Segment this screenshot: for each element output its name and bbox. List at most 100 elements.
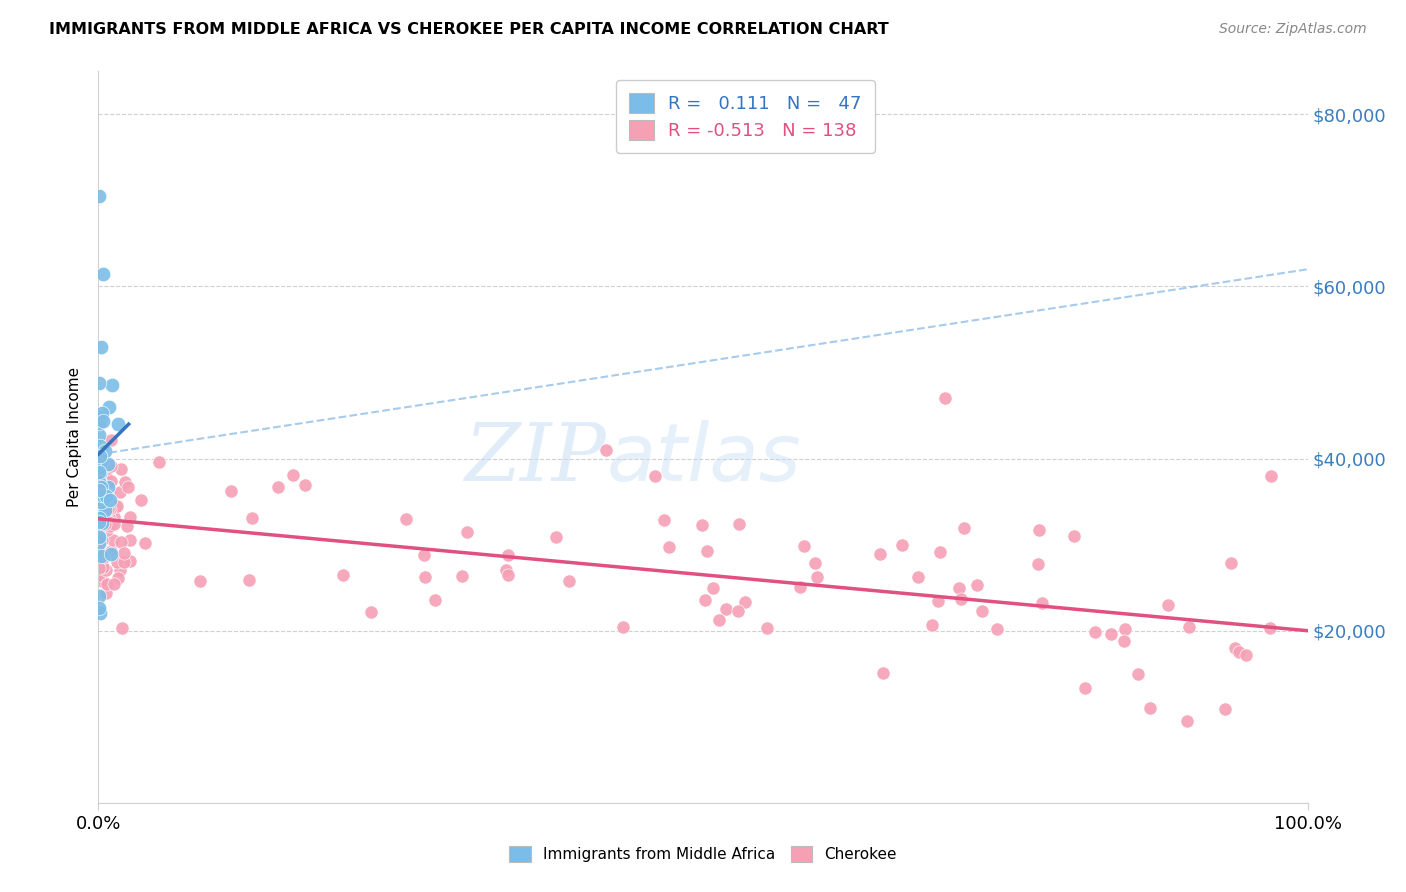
Point bbox=[281, 467, 304, 482]
Point bbox=[891, 537, 914, 551]
Point bbox=[90, 458, 112, 472]
Point bbox=[87, 500, 110, 514]
Point bbox=[96, 468, 118, 483]
Point bbox=[1157, 598, 1180, 612]
Point bbox=[803, 557, 825, 571]
Point bbox=[101, 533, 124, 548]
Point bbox=[793, 539, 815, 553]
Point bbox=[496, 548, 519, 562]
Point bbox=[97, 400, 120, 414]
Point bbox=[872, 665, 894, 680]
Point bbox=[117, 480, 139, 494]
Point bbox=[1227, 645, 1250, 659]
Point bbox=[104, 500, 127, 515]
Point bbox=[986, 622, 1008, 636]
Point bbox=[94, 586, 117, 600]
Point bbox=[1084, 625, 1107, 640]
Point bbox=[112, 555, 135, 569]
Point bbox=[456, 524, 478, 539]
Point bbox=[423, 593, 446, 607]
Point bbox=[87, 483, 110, 498]
Point bbox=[546, 530, 568, 544]
Point bbox=[727, 517, 749, 532]
Point bbox=[105, 555, 128, 569]
Text: atlas: atlas bbox=[606, 420, 801, 498]
Text: IMMIGRANTS FROM MIDDLE AFRICA VS CHEROKEE PER CAPITA INCOME CORRELATION CHART: IMMIGRANTS FROM MIDDLE AFRICA VS CHEROKE… bbox=[49, 22, 889, 37]
Point bbox=[1234, 648, 1257, 662]
Point bbox=[129, 493, 152, 508]
Point bbox=[89, 516, 111, 530]
Point bbox=[90, 549, 112, 563]
Point bbox=[89, 467, 111, 481]
Point bbox=[332, 567, 354, 582]
Point bbox=[90, 495, 112, 509]
Point bbox=[1175, 714, 1198, 728]
Point bbox=[87, 416, 110, 430]
Point bbox=[1114, 634, 1136, 648]
Point bbox=[90, 340, 112, 354]
Point bbox=[734, 594, 756, 608]
Point bbox=[696, 544, 718, 558]
Point bbox=[110, 535, 132, 549]
Point bbox=[948, 581, 970, 595]
Point bbox=[100, 458, 122, 473]
Point bbox=[1099, 627, 1122, 641]
Point bbox=[1114, 622, 1136, 636]
Point bbox=[395, 512, 418, 526]
Point bbox=[907, 569, 929, 583]
Point bbox=[413, 570, 436, 584]
Point bbox=[90, 574, 112, 589]
Point bbox=[87, 521, 110, 535]
Point bbox=[451, 569, 474, 583]
Point bbox=[972, 604, 994, 618]
Point bbox=[1223, 640, 1246, 655]
Legend: Immigrants from Middle Africa, Cherokee: Immigrants from Middle Africa, Cherokee bbox=[503, 840, 903, 868]
Point bbox=[100, 502, 122, 516]
Point bbox=[558, 574, 581, 588]
Point bbox=[89, 503, 111, 517]
Point bbox=[1178, 620, 1201, 634]
Point bbox=[693, 592, 716, 607]
Point bbox=[89, 551, 111, 566]
Point bbox=[495, 563, 517, 577]
Point bbox=[90, 479, 112, 493]
Point bbox=[89, 607, 111, 621]
Point bbox=[93, 550, 115, 565]
Point bbox=[120, 553, 142, 567]
Point bbox=[240, 511, 263, 525]
Point bbox=[97, 502, 120, 516]
Point bbox=[87, 529, 110, 543]
Point bbox=[90, 488, 112, 502]
Point bbox=[87, 466, 110, 480]
Point bbox=[1260, 468, 1282, 483]
Point bbox=[117, 519, 139, 533]
Point bbox=[90, 479, 112, 493]
Point bbox=[98, 519, 121, 533]
Point bbox=[1063, 529, 1085, 543]
Point bbox=[89, 567, 111, 582]
Point bbox=[652, 513, 675, 527]
Point bbox=[89, 492, 111, 507]
Point bbox=[294, 478, 316, 492]
Point bbox=[91, 491, 114, 506]
Point bbox=[595, 442, 617, 457]
Point bbox=[89, 544, 111, 558]
Point bbox=[93, 560, 115, 574]
Point bbox=[219, 484, 242, 499]
Point bbox=[105, 499, 128, 513]
Point bbox=[89, 475, 111, 489]
Point bbox=[94, 503, 117, 517]
Point bbox=[658, 540, 681, 554]
Point bbox=[107, 417, 129, 432]
Point bbox=[96, 576, 118, 591]
Point bbox=[1139, 701, 1161, 715]
Y-axis label: Per Capita Income: Per Capita Income bbox=[67, 367, 83, 508]
Point bbox=[806, 570, 828, 584]
Point bbox=[496, 568, 519, 582]
Point bbox=[110, 462, 132, 476]
Point bbox=[755, 621, 778, 635]
Point bbox=[1074, 681, 1097, 695]
Point bbox=[89, 530, 111, 544]
Point bbox=[702, 582, 724, 596]
Point bbox=[90, 410, 112, 425]
